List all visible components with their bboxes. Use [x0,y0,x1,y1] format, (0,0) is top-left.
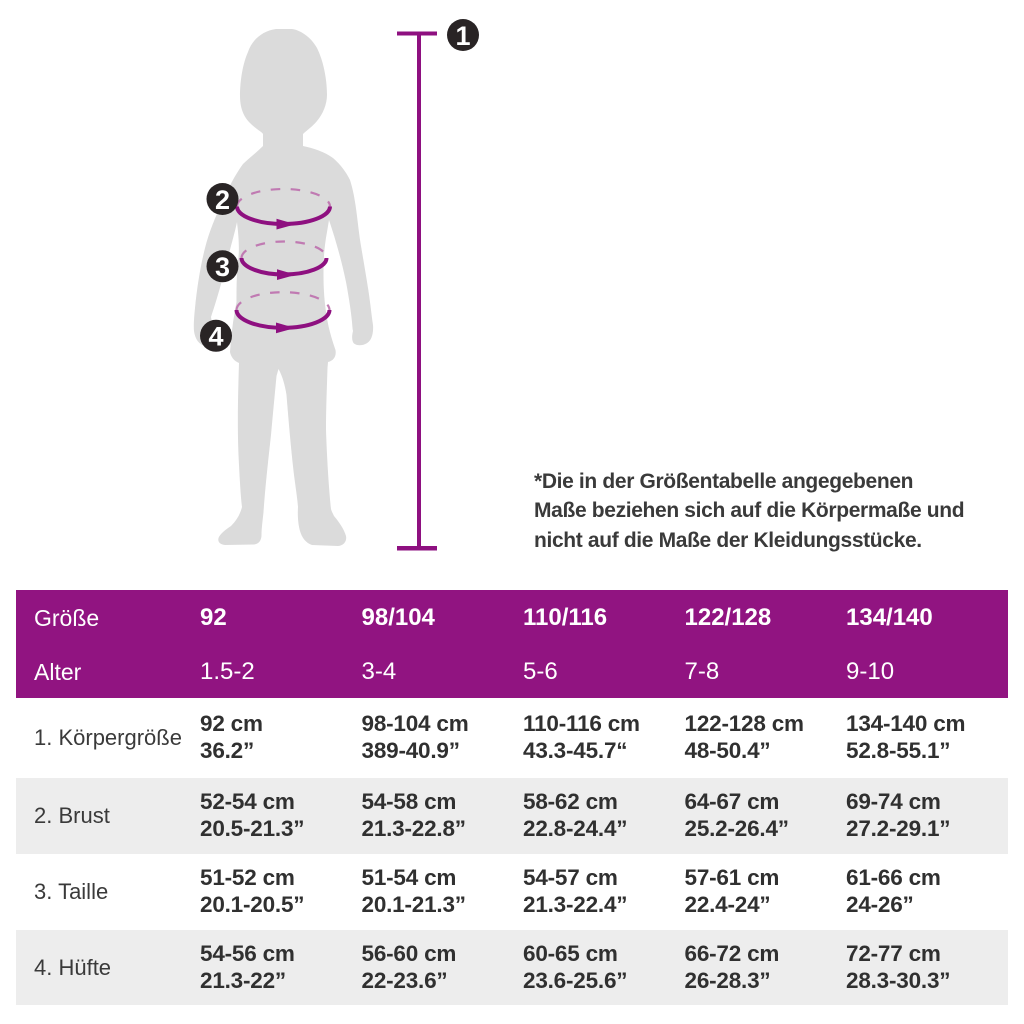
svg-text:2: 2 [215,185,230,215]
svg-text:3: 3 [215,252,230,282]
svg-text:4: 4 [208,322,223,352]
svg-text:1: 1 [455,21,470,51]
